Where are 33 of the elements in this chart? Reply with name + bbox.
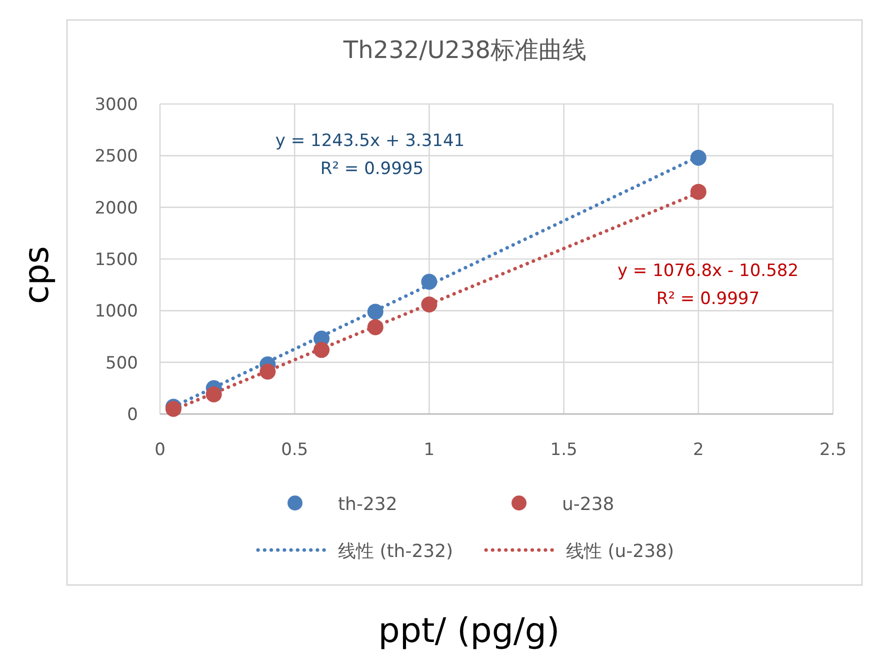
- x-tick-label: 1: [424, 440, 435, 460]
- x-tick-label: 1.5: [550, 440, 578, 460]
- point: [367, 319, 384, 336]
- point: [367, 304, 384, 320]
- x-tick-label: 2: [692, 440, 704, 460]
- annotation: y = 1076.8x - 10.582: [617, 261, 799, 281]
- point: [314, 342, 330, 358]
- y-tick-label: 0: [127, 405, 138, 425]
- point: [690, 184, 706, 200]
- y-tick-label: 2000: [94, 198, 138, 218]
- y-tick-label: 1000: [94, 302, 138, 322]
- point: [421, 296, 438, 312]
- x-tick-label: 2.5: [819, 440, 847, 460]
- legend-label: th-232: [338, 494, 398, 515]
- x-axis-title: ppt/ (pg/g): [378, 611, 560, 651]
- point: [421, 274, 438, 290]
- y-tick-label: 2500: [94, 146, 138, 167]
- point: [260, 364, 276, 380]
- chart-title: Th232/U238标准曲线: [342, 36, 587, 64]
- legend-label: 线性 (th-232): [338, 541, 454, 562]
- point: [690, 150, 706, 166]
- legend-label: 线性 (u-238): [566, 541, 674, 562]
- x-tick-label: 0: [154, 440, 166, 460]
- y-axis-title: cps: [17, 246, 57, 304]
- legend-label: u-238: [562, 494, 614, 515]
- y-tick-label: 500: [106, 353, 138, 374]
- x-tick-label: 0.5: [281, 440, 308, 460]
- y-tick-label: 3000: [94, 95, 138, 115]
- annotation: R² = 0.9995: [320, 159, 424, 179]
- y-tick-label: 1500: [94, 250, 138, 270]
- annotation: R² = 0.9997: [656, 289, 760, 309]
- point: [206, 386, 222, 402]
- annotation: y = 1243.5x + 3.3141: [275, 131, 465, 151]
